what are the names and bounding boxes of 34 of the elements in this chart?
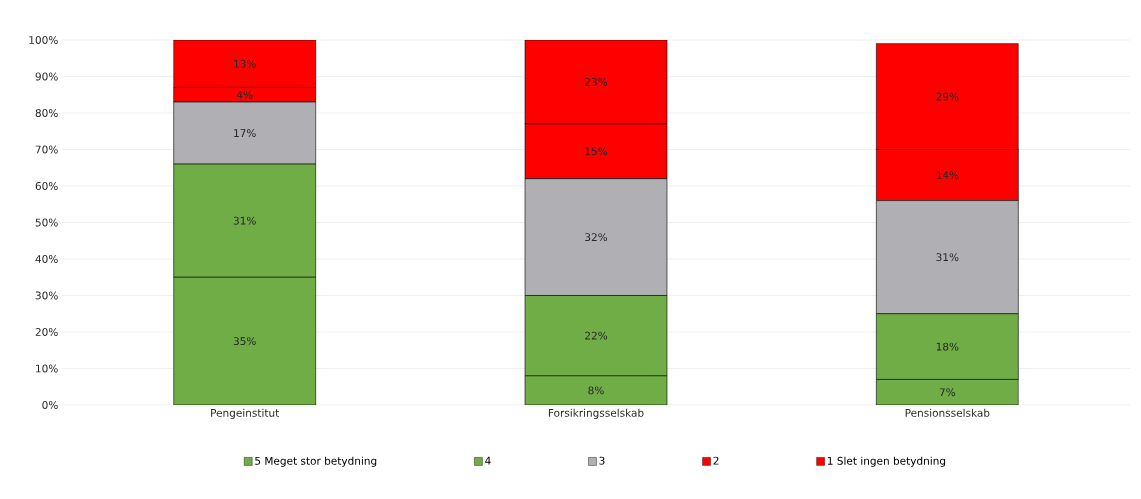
- data-label: 35%: [233, 337, 256, 346]
- x-tick-label: Pensionsselskab: [905, 408, 990, 417]
- legend-label: 1 Slet ingen betydning: [827, 456, 946, 467]
- data-label: 8%: [588, 386, 604, 395]
- data-label: 13%: [234, 59, 256, 68]
- x-tick-label: Pengeinstitut: [211, 408, 280, 419]
- y-tick-label: 100%: [29, 36, 58, 44]
- data-label: 22%: [585, 331, 608, 340]
- data-label: 15%: [585, 147, 608, 156]
- data-label: 31%: [233, 216, 256, 225]
- legend-label: 5 Meget stor betydning: [255, 456, 377, 467]
- y-tick-label: 0%: [42, 401, 58, 409]
- data-label: 31%: [936, 253, 959, 262]
- legend-label: 3: [599, 456, 605, 465]
- data-label: 4%: [236, 90, 253, 99]
- data-label: 23%: [585, 78, 608, 86]
- data-label: 17%: [234, 129, 256, 138]
- y-tick-label: 70%: [35, 145, 58, 154]
- legend-label: 2: [713, 456, 719, 465]
- y-tick-label: 90%: [35, 72, 58, 81]
- legend-label: 4: [485, 456, 491, 465]
- y-tick-label: 60%: [35, 182, 58, 190]
- data-label: 14%: [936, 171, 959, 180]
- y-tick-label: 80%: [35, 109, 58, 117]
- data-label: 29%: [936, 92, 959, 101]
- y-tick-label: 10%: [36, 364, 58, 373]
- data-label: 7%: [939, 388, 956, 397]
- y-tick-label: 50%: [35, 218, 58, 227]
- data-label: 32%: [585, 233, 608, 242]
- y-tick-label: 30%: [35, 291, 58, 300]
- data-label: 18%: [936, 342, 959, 351]
- y-tick-label: 20%: [35, 328, 58, 336]
- x-tick-label: Forsikringsselskab: [548, 408, 644, 419]
- y-tick-label: 40%: [35, 255, 58, 263]
